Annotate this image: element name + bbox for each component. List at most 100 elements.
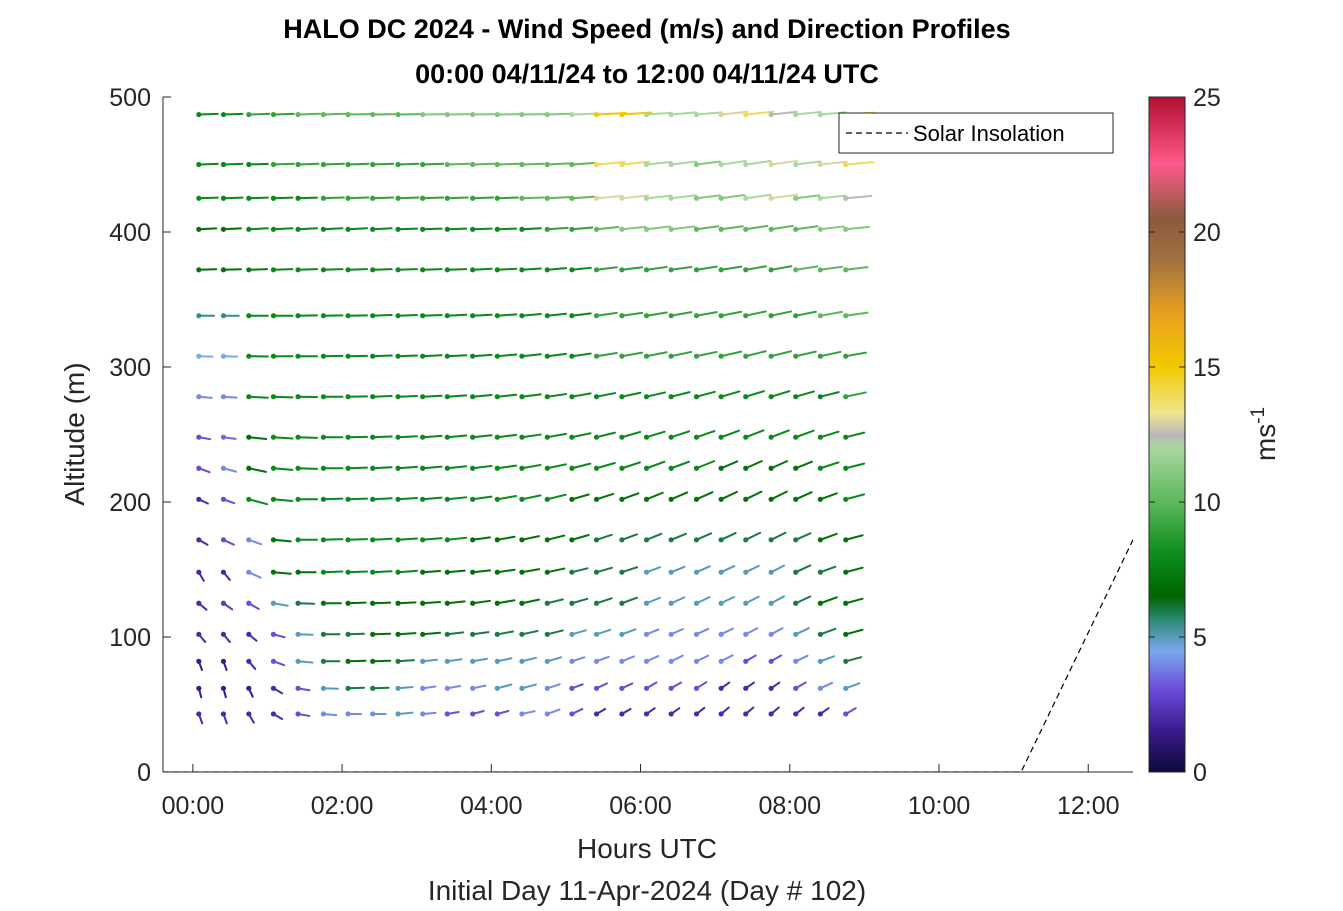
wind-barb-point: [544, 353, 550, 359]
wind-barb-shaft: [272, 162, 295, 166]
wind-barb-point: [693, 569, 700, 575]
wind-barb-point: [519, 600, 525, 606]
wind-barb-shaft: [695, 194, 721, 200]
wind-barb-point: [420, 631, 426, 637]
y-axis-ticks: 0 100 200 300 400 500: [109, 84, 171, 787]
wind-barb-point: [593, 465, 600, 471]
colorbar-tick-label: 20: [1193, 219, 1221, 247]
wind-barb-shaft: [297, 162, 320, 166]
wind-barb-point: [345, 111, 351, 118]
wind-barb-shaft: [371, 601, 392, 605]
wind-barb-point: [420, 313, 426, 319]
wind-barb-shaft: [546, 312, 568, 317]
wind-barb-shaft: [570, 161, 595, 166]
wind-barb-shaft: [471, 313, 493, 317]
wind-barb-point: [220, 313, 227, 319]
wind-barb-point: [320, 658, 327, 664]
wind-barb-point: [494, 600, 500, 606]
wind-barb-shaft: [520, 353, 542, 358]
wind-barb-point: [743, 537, 749, 543]
wind-barb-point: [470, 600, 476, 606]
wind-barb-point: [743, 711, 749, 717]
wind-barb-shaft: [620, 430, 642, 439]
wind-barb-point: [444, 434, 450, 440]
wind-barb-point: [246, 267, 252, 273]
wind-barb-point: [693, 111, 700, 118]
wind-barb-point: [768, 685, 774, 691]
wind-barb-shaft: [496, 495, 517, 501]
wind-barb-point: [843, 685, 849, 691]
wind-barb-point: [320, 600, 327, 606]
wind-barb-shaft: [520, 162, 545, 166]
wind-barb-shaft: [670, 430, 691, 439]
wind-barb-point: [370, 711, 376, 717]
wind-barb-point: [619, 658, 625, 664]
wind-barb-point: [470, 685, 476, 691]
wind-barb-shaft: [496, 464, 518, 470]
wind-barb-point: [494, 161, 500, 168]
wind-barb-point: [519, 195, 525, 201]
wind-barb-point: [345, 537, 351, 543]
wind-barb-shaft: [272, 498, 294, 502]
x-tick-label: 04:00: [460, 792, 523, 820]
wind-barb-shaft: [272, 227, 294, 231]
wind-barb-point: [693, 195, 700, 201]
wind-barb-shaft: [595, 597, 613, 605]
wind-barb-point: [420, 353, 426, 359]
wind-barb-point: [693, 496, 700, 502]
wind-barb-shaft: [546, 393, 568, 398]
wind-barb-shaft: [695, 390, 716, 398]
wind-barb-shaft: [371, 196, 395, 200]
wind-barb-shaft: [247, 467, 267, 473]
wind-barb-point: [320, 111, 327, 118]
wind-barb-point: [793, 631, 799, 637]
wind-barb-shaft: [247, 268, 269, 271]
wind-barb-point: [693, 313, 700, 319]
wind-barb-shaft: [371, 537, 393, 541]
wind-barb-point: [619, 313, 625, 319]
x-tick-label: 06:00: [609, 792, 672, 820]
wind-barb-point: [370, 465, 376, 471]
wind-barb-shaft: [520, 433, 542, 439]
wind-barb-point: [246, 658, 252, 664]
wind-barb-point: [220, 537, 227, 543]
wind-barb-point: [619, 631, 625, 637]
wind-barb-point: [370, 353, 376, 359]
wind-barb-shaft: [744, 390, 765, 398]
wind-barb-shaft: [620, 596, 638, 605]
wind-barb-shaft: [347, 268, 369, 271]
wind-barb-point: [593, 569, 600, 575]
y-tick-label: 0: [137, 759, 151, 787]
wind-barb-point: [395, 195, 401, 201]
wind-barb-point: [768, 161, 774, 168]
wind-barb-shaft: [397, 162, 420, 166]
wind-barb-point: [470, 569, 476, 575]
wind-barb-point: [370, 537, 376, 543]
wind-barb-shaft: [695, 311, 718, 317]
wind-barb-shaft: [520, 227, 542, 231]
wind-barb-point: [519, 537, 525, 543]
wind-barb-shaft: [720, 350, 743, 358]
wind-barb-point: [320, 631, 327, 637]
wind-barb-shaft: [247, 162, 269, 166]
wind-barb-shaft: [844, 462, 866, 470]
wind-barb-shaft: [371, 570, 393, 574]
wind-barb-point: [470, 226, 476, 232]
wind-barb-shaft: [570, 432, 592, 439]
wind-barb-point: [743, 226, 749, 232]
wind-barb-point: [320, 537, 327, 543]
wind-barb-point: [768, 195, 774, 201]
wind-barb-shaft: [496, 433, 518, 439]
wind-barb-shaft: [496, 196, 519, 200]
wind-barb-shaft: [645, 532, 663, 541]
wind-barb-point: [196, 195, 202, 201]
wind-barb-shaft: [570, 312, 592, 317]
wind-barb-point: [743, 267, 749, 273]
wind-barb-shaft: [570, 493, 590, 501]
wind-barb-point: [519, 631, 525, 637]
wind-barb-point: [370, 658, 376, 664]
wind-barb-point: [470, 496, 476, 502]
wind-barb-shaft: [446, 600, 466, 605]
wind-barb-shaft: [371, 632, 392, 636]
wind-barb-point: [843, 631, 849, 637]
